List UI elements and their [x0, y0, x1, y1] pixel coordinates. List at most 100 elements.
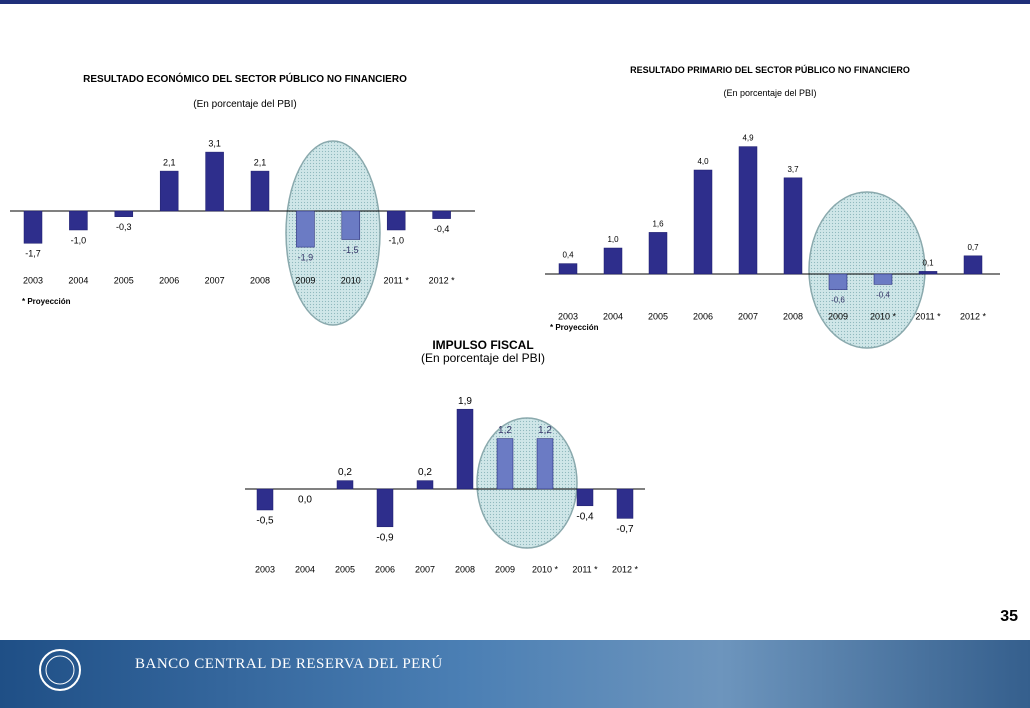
x-tick-label: 2010 * [870, 311, 897, 321]
x-tick-label: 2012 * [612, 564, 639, 574]
x-tick-label: 2008 [783, 311, 803, 321]
x-tick-label: 2005 [114, 275, 134, 285]
data-label: -1,9 [298, 252, 314, 262]
data-label: 0,2 [338, 467, 352, 478]
bar [69, 210, 88, 231]
bar [376, 488, 394, 528]
x-tick-label: 2010 * [532, 564, 559, 574]
logo [39, 649, 81, 691]
chart-subtitle: (En porcentaje del PBI) [420, 351, 546, 365]
bar [296, 210, 315, 248]
data-label: 4,9 [742, 134, 754, 143]
x-tick-label: 2006 [375, 564, 395, 574]
x-tick-label: 2009 [295, 275, 315, 285]
page-number: 35 [1000, 608, 1018, 625]
bar [828, 273, 848, 290]
footer-band: BANCO CENTRAL DE RESERVA DEL PERÚ [0, 640, 1030, 708]
bar [432, 210, 451, 219]
data-label: -0,4 [576, 511, 594, 522]
highlight-ellipse [808, 191, 926, 349]
data-label: 1,2 [498, 425, 512, 436]
x-tick-label: 2006 [159, 275, 179, 285]
x-tick-label: 2003 [558, 311, 578, 321]
x-tick-label: 2008 [455, 564, 475, 574]
data-label: -0,7 [616, 524, 634, 535]
data-label: -1,0 [388, 235, 404, 245]
bank-name: BANCO CENTRAL DE RESERVA DEL PERÚ [135, 656, 443, 672]
data-label: -0,5 [256, 516, 274, 527]
x-tick-label: 2009 [828, 311, 848, 321]
x-tick-label: 2003 [23, 275, 43, 285]
data-label: -0,4 [434, 224, 450, 234]
x-tick-label: 2005 [648, 311, 668, 321]
bar [256, 488, 274, 511]
x-tick-label: 2012 * [960, 311, 987, 321]
bar [159, 170, 179, 212]
bar [536, 438, 554, 490]
bar [386, 210, 406, 231]
highlight-ellipse [476, 417, 578, 549]
data-label: -0,9 [376, 532, 394, 543]
chart-subtitle: (En porcentaje del PBI) [723, 88, 817, 98]
data-label: 0,0 [298, 495, 312, 506]
data-label: -1,7 [25, 249, 41, 259]
data-label: 0,4 [562, 251, 574, 260]
bar [416, 480, 434, 490]
bar [783, 177, 803, 275]
x-tick-label: 2011 * [572, 564, 598, 574]
x-tick-label: 2004 [68, 275, 88, 285]
data-label: 0,1 [922, 259, 934, 268]
x-tick-label: 2009 [495, 564, 515, 574]
x-tick-label: 2010 [341, 275, 361, 285]
x-tick-label: 2007 [415, 564, 435, 574]
chart-note: * Proyección [22, 297, 71, 306]
highlight-ellipse [285, 140, 381, 326]
bar [576, 488, 594, 507]
chart-title: RESULTADO ECONÓMICO DEL SECTOR PÚBLICO N… [83, 74, 407, 85]
data-label: 1,0 [607, 235, 619, 244]
data-label: 2,1 [163, 157, 176, 167]
bar [250, 170, 270, 212]
bar [603, 247, 623, 275]
chart-title: RESULTADO PRIMARIO DEL SECTOR PÚBLICO NO… [630, 65, 910, 75]
chart-note: * Proyección [550, 323, 599, 332]
bar [496, 438, 514, 490]
data-label: -0,4 [876, 291, 890, 300]
x-tick-label: 2007 [205, 275, 225, 285]
bar [456, 408, 474, 490]
bar [648, 232, 668, 275]
bar [693, 169, 713, 275]
bar [738, 146, 758, 275]
bar [114, 210, 134, 217]
data-label: 4,0 [697, 157, 709, 166]
bar [918, 271, 938, 275]
x-tick-label: 2011 * [384, 275, 410, 285]
data-label: -1,0 [71, 235, 87, 245]
x-tick-label: 2011 * [915, 311, 941, 321]
bar [873, 273, 893, 285]
bar [336, 480, 354, 490]
bar [616, 488, 634, 519]
bar [341, 210, 361, 240]
x-tick-label: 2008 [250, 275, 270, 285]
chart-title: IMPULSO FISCAL [432, 338, 534, 352]
x-tick-label: 2003 [255, 564, 275, 574]
data-label: 3,7 [787, 165, 799, 174]
data-label: 1,6 [652, 220, 664, 229]
data-label: 2,1 [254, 157, 267, 167]
bar [963, 255, 983, 275]
data-label: -1,5 [343, 245, 359, 255]
chart-subtitle: (En porcentaje del PBI) [193, 99, 297, 110]
x-tick-label: 2007 [738, 311, 758, 321]
x-tick-label: 2012 * [429, 275, 456, 285]
data-label: 1,9 [458, 396, 472, 407]
data-label: -0,6 [831, 296, 845, 305]
data-label: 0,7 [967, 243, 979, 252]
data-label: 3,1 [208, 138, 221, 148]
x-tick-label: 2006 [693, 311, 713, 321]
x-tick-label: 2004 [603, 311, 623, 321]
data-label: 1,2 [538, 425, 552, 436]
bar [558, 263, 578, 275]
x-tick-label: 2004 [295, 564, 315, 574]
